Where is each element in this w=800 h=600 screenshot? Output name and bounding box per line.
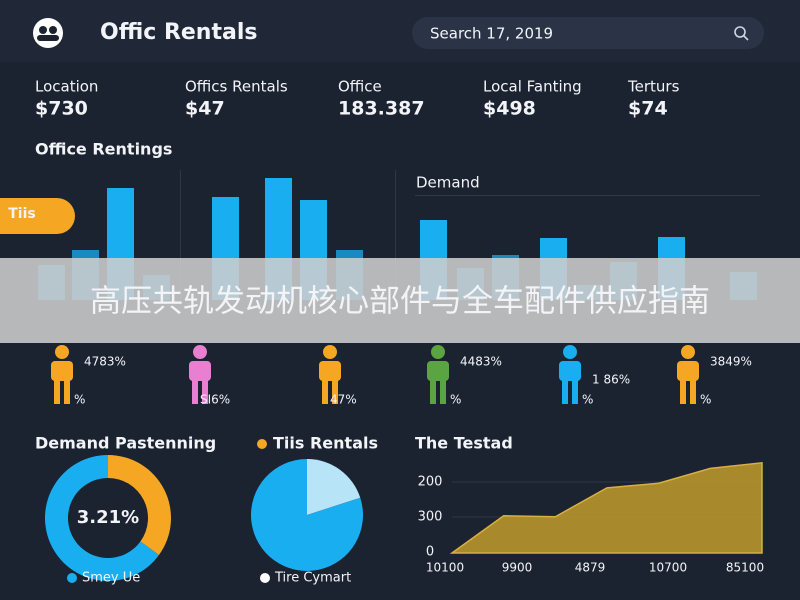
percent-label: 4783% (84, 355, 126, 369)
stat-value: $730 (35, 98, 88, 120)
stat-label: Local Fanting (483, 78, 582, 96)
person-icon (55, 345, 69, 359)
search-box[interactable] (412, 17, 764, 49)
x-label: 10100 (426, 561, 464, 575)
person-icon (559, 361, 581, 381)
x-label: 10700 (649, 561, 687, 575)
logo-icon (37, 35, 59, 41)
app-title: Offic Rentals (100, 20, 257, 45)
stat-value: $74 (628, 98, 668, 120)
legend-dot (257, 439, 267, 449)
logo-icon (39, 26, 47, 34)
person-icon (193, 345, 207, 359)
person-icon (677, 361, 699, 381)
legend-label: Demand (416, 174, 480, 192)
search-text: Search 17, 2019 (430, 25, 553, 43)
x-label: 85100 (726, 561, 764, 575)
percent-label: % (74, 393, 85, 407)
panel-title: Tiis Rentals (273, 434, 378, 453)
legend-label: Tire Cymart (274, 571, 351, 586)
person-icon (192, 380, 198, 404)
slice (250, 459, 363, 572)
person-icon (680, 380, 686, 404)
logo (33, 18, 63, 48)
person-icon (323, 345, 337, 359)
divider (415, 195, 760, 196)
stat-label: Offics Rentals (185, 78, 288, 96)
percent-label: 1 86% (592, 373, 630, 387)
slice (45, 455, 159, 581)
percent-label: 3849% (710, 355, 752, 369)
stat-label: Office (338, 78, 382, 96)
stat-value: $498 (483, 98, 536, 120)
search-icon[interactable] (734, 26, 746, 38)
slice (108, 455, 171, 556)
legend-label: Smey Ue (82, 571, 140, 586)
badge-label: Tiis (8, 206, 35, 222)
person-icon (202, 380, 208, 404)
stat-label: Terturs (627, 78, 680, 96)
y-label: 0 (426, 545, 434, 560)
person-icon (563, 345, 577, 359)
panel-title: Office Rentings (35, 140, 172, 159)
banner (0, 258, 800, 343)
x-label: 9900 (502, 561, 533, 575)
y-label: 200 (418, 475, 443, 490)
person-icon (427, 361, 449, 381)
slice (307, 459, 361, 515)
person-icon (51, 361, 73, 381)
percent-label: % (582, 393, 593, 407)
divider (395, 170, 396, 300)
person-icon (54, 380, 60, 404)
search-icon[interactable] (743, 35, 749, 41)
person-icon (322, 380, 328, 404)
stat-value: $47 (185, 98, 225, 120)
donut-center: 3.21% (77, 507, 139, 528)
person-icon (189, 361, 211, 381)
y-label: 300 (418, 510, 443, 525)
person-icon (681, 345, 695, 359)
percent-label: % (450, 393, 461, 407)
panel-title: The Testad (415, 434, 513, 453)
legend-dot (67, 573, 77, 583)
logo-icon (49, 26, 57, 34)
area (449, 461, 763, 554)
person-icon (440, 380, 446, 404)
percent-label: SI6% (200, 393, 230, 407)
percent-label: 47% (330, 393, 357, 407)
stat-label: Location (35, 78, 98, 96)
percent-label: 4483% (460, 355, 502, 369)
x-label: 4879 (575, 561, 606, 575)
percent-label: % (700, 393, 711, 407)
stat-value: 183.387 (338, 98, 425, 120)
person-icon (431, 345, 445, 359)
person-icon (64, 380, 70, 404)
person-icon (332, 380, 338, 404)
banner-text: 高压共轨发动机核心部件与全车配件供应指南 (90, 284, 710, 320)
person-icon (319, 361, 341, 381)
badge[interactable] (0, 198, 75, 234)
person-icon (430, 380, 436, 404)
legend-dot (260, 573, 270, 583)
person-icon (562, 380, 568, 404)
person-icon (690, 380, 696, 404)
panel-title: Demand Pastenning (35, 434, 216, 453)
divider (180, 170, 181, 300)
person-icon (572, 380, 578, 404)
